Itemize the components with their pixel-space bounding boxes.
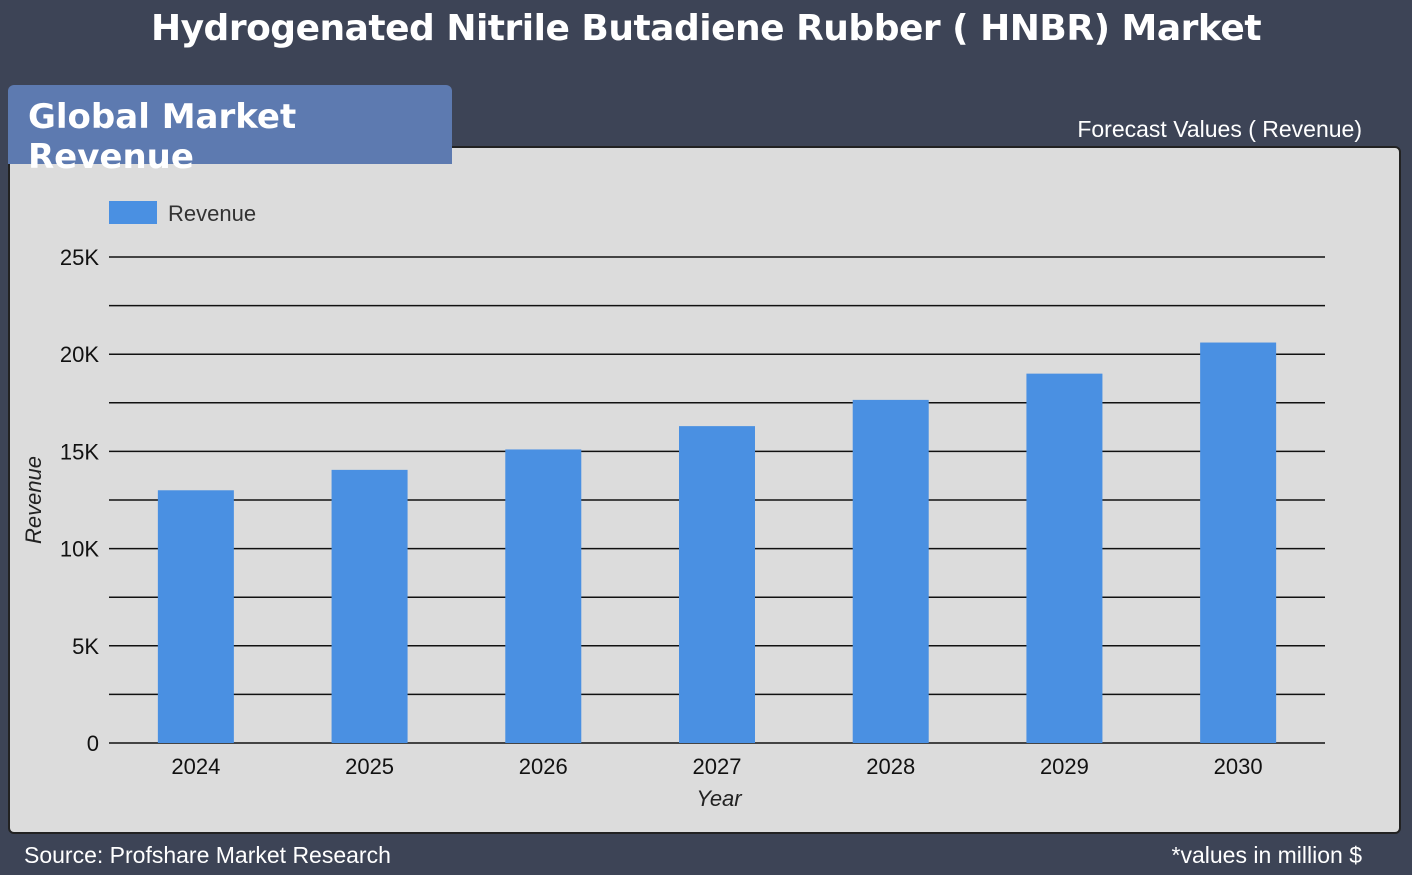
axes: 0 5K 10K 15K 20K 25K 2024 2025 2026 2027 2028 2029 2… [60, 245, 1263, 779]
y-tick-label: 10K [60, 537, 99, 562]
source-note: Source: Profshare Market Research [24, 842, 391, 868]
y-tick-label: 0 [87, 731, 99, 756]
bar-2024 [157, 490, 234, 743]
x-tick-label: 2025 [345, 754, 394, 779]
bars [157, 342, 1277, 743]
forecast-label: Forecast Values ( Revenue) [1077, 116, 1362, 142]
revenue-bar-chart: 0 5K 10K 15K 20K 25K 2024 2025 2026 2027 2028 2029 2… [21, 201, 1325, 811]
bar-2028 [852, 399, 929, 743]
y-tick-label: 15K [60, 439, 99, 464]
units-note: *values in million $ [1171, 842, 1362, 868]
bar-2029 [1026, 373, 1103, 743]
legend: Revenue [109, 201, 256, 226]
legend-swatch-revenue [109, 201, 157, 224]
bar-2026 [505, 449, 582, 743]
y-axis-title: Revenue [21, 456, 46, 544]
x-tick-label: 2024 [171, 754, 220, 779]
bar-2027 [679, 426, 755, 743]
y-tick-label: 25K [60, 245, 99, 270]
x-tick-label: 2030 [1214, 754, 1263, 779]
x-tick-label: 2028 [866, 754, 915, 779]
bar-2025 [331, 469, 408, 743]
x-tick-label: 2027 [693, 754, 742, 779]
legend-label-revenue: Revenue [168, 201, 256, 226]
x-tick-label: 2029 [1040, 754, 1089, 779]
page-title: Hydrogenated Nitrile Butadiene Rubber ( … [150, 8, 1262, 49]
x-axis-title: Year [696, 786, 743, 811]
x-tick-label: 2026 [519, 754, 568, 779]
section-badge: Global Market Revenue [8, 85, 452, 177]
y-tick-label: 20K [60, 342, 99, 367]
bar-2030 [1200, 342, 1277, 743]
y-tick-label: 5K [72, 634, 99, 659]
